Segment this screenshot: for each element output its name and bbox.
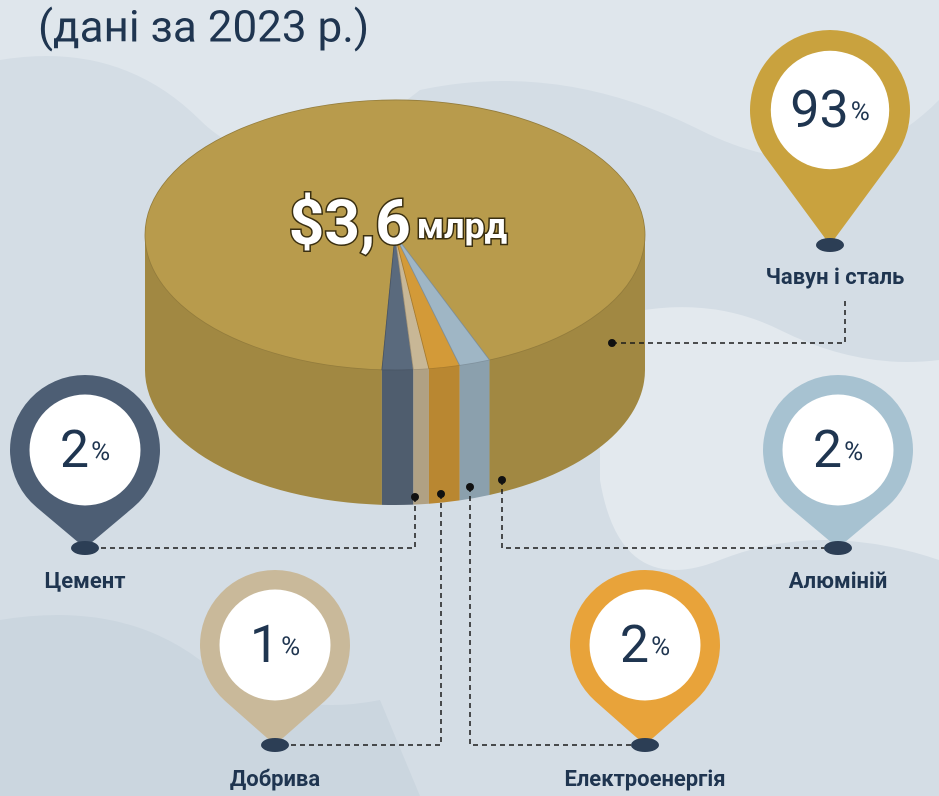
percent-value: 93	[790, 79, 848, 140]
percent-unit: %	[844, 437, 863, 467]
connector-dot	[498, 476, 506, 484]
pin-center	[770, 50, 890, 170]
total-value: $3,6 млрд	[289, 187, 508, 260]
map-land	[0, 0, 939, 159]
connector-dot	[608, 339, 616, 347]
map-sea	[0, 615, 420, 796]
percent-label: 2%	[813, 419, 863, 480]
pie-chart	[144, 99, 646, 505]
percent-unit: %	[851, 97, 870, 127]
percent-label: 93%	[790, 79, 870, 140]
category-label: Добрива	[230, 767, 320, 792]
category-label: Цемент	[45, 569, 126, 594]
pie-side	[413, 368, 429, 505]
pie-side	[145, 235, 382, 505]
percent-unit: %	[651, 632, 670, 662]
percent-label: 2%	[60, 419, 110, 480]
pin-center	[782, 394, 894, 506]
connector	[85, 497, 416, 549]
connector-dot	[411, 493, 419, 501]
connector-dot	[466, 483, 474, 491]
connector-dot	[437, 490, 445, 498]
percent-value: 2	[620, 614, 649, 675]
pin-base	[261, 738, 289, 752]
category-label: Чавун і сталь	[766, 265, 905, 290]
category-label: Алюміній	[789, 569, 888, 594]
percent-label: 2%	[620, 614, 670, 675]
pin-base	[824, 541, 852, 555]
percent-value: 2	[813, 419, 842, 480]
pins: 93% Чавун і сталь 2% Цемент 1% Добрива 2% Елект…	[10, 30, 914, 792]
pie-side	[381, 369, 414, 505]
percent-unit: %	[281, 632, 300, 662]
pie-side	[428, 365, 460, 504]
pie-side	[489, 235, 645, 495]
percent-label: 1%	[250, 614, 300, 675]
pie-slice	[394, 234, 491, 366]
connector	[612, 300, 846, 344]
pie-side	[459, 359, 490, 501]
percent-value: 1	[250, 614, 279, 675]
pin-base	[71, 541, 99, 555]
pin-base	[631, 738, 659, 752]
pin-center	[29, 394, 141, 506]
pin-center	[589, 589, 701, 701]
pie-slice	[144, 99, 646, 371]
connector	[469, 487, 645, 746]
pin-center	[219, 589, 331, 701]
subtitle: (дані за 2023 р.)	[38, 1, 369, 53]
category-label: Електроенергія	[564, 767, 725, 792]
percent-unit: %	[91, 437, 110, 467]
pin-base	[816, 238, 844, 252]
connector	[501, 480, 838, 549]
connector	[275, 494, 442, 746]
percent-value: 2	[60, 419, 89, 480]
